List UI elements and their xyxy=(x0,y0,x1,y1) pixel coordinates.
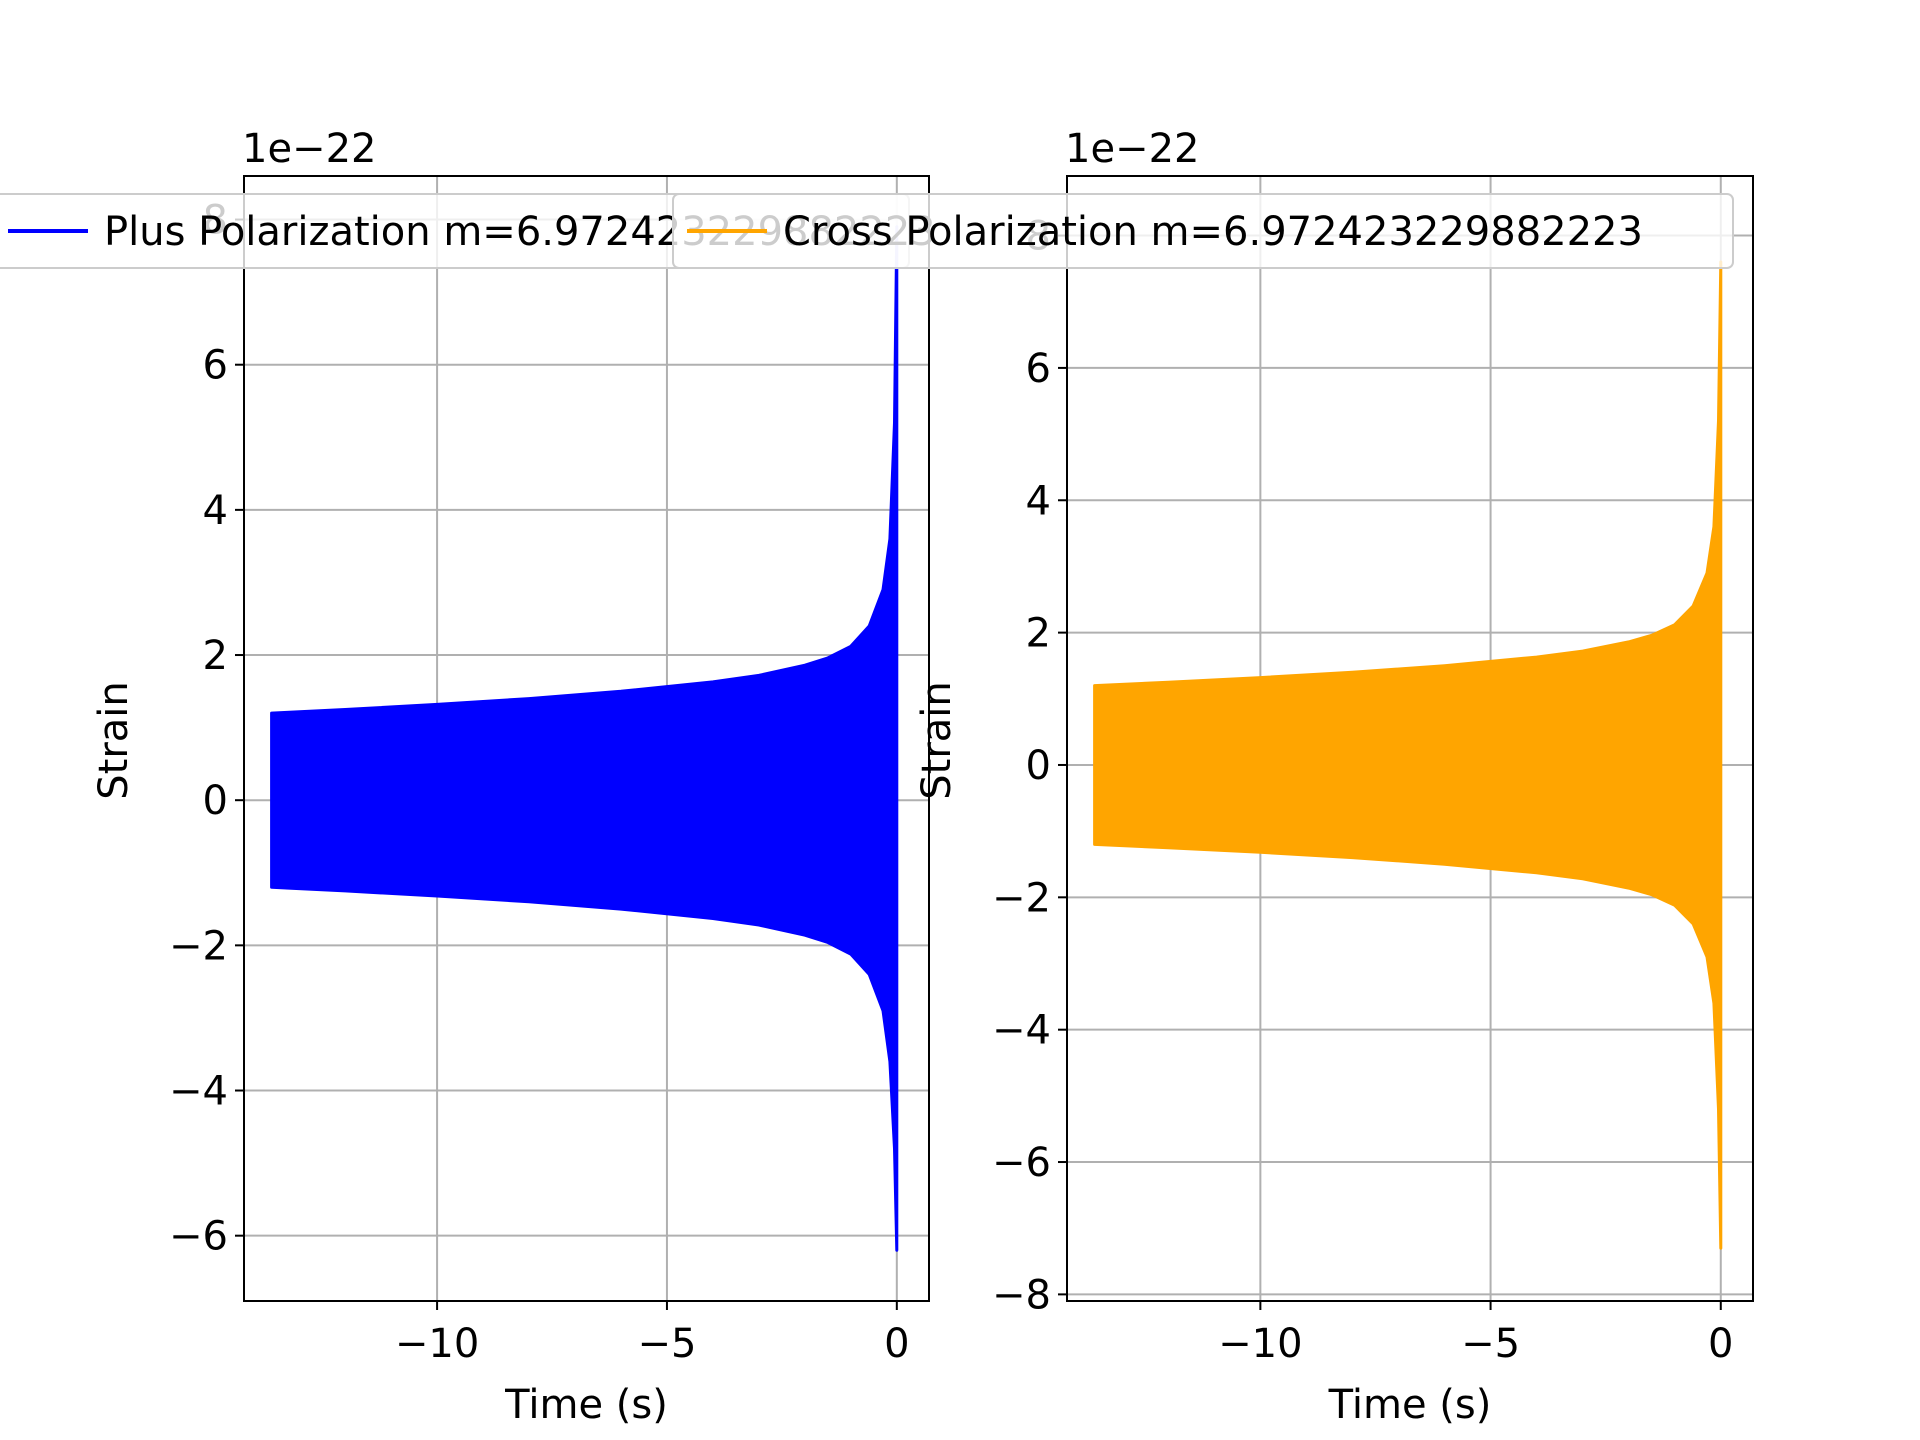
y-tick-label: 4 xyxy=(203,488,228,534)
y-tick-label: 6 xyxy=(203,343,228,389)
x-axis-ticks: −10 −5 0 xyxy=(1218,1301,1733,1367)
axes-frame xyxy=(1066,175,1754,1302)
y-tick-label: −4 xyxy=(169,1069,228,1115)
y-tick-label: 0 xyxy=(1026,743,1051,789)
x-tick-label: −5 xyxy=(1461,1321,1520,1367)
x-axis-ticks: −10 −5 0 xyxy=(395,1301,910,1367)
waveform-series xyxy=(1093,260,1723,1250)
y-tick-label: −8 xyxy=(992,1272,1051,1318)
legend-label: Cross Polarization m=6.972423229882223 xyxy=(783,209,1643,255)
cross-polarization-axes: −10−50 −8−6−4−202468 Time (s) Strain 1e−… xyxy=(672,126,1754,1428)
x-tick-label: −5 xyxy=(637,1321,696,1367)
x-tick-label: 0 xyxy=(1708,1321,1733,1367)
plot-area xyxy=(270,225,899,1252)
y-tick-label: −6 xyxy=(992,1140,1051,1186)
y-axis-label: Strain xyxy=(91,681,137,800)
y-tick-label: 0 xyxy=(203,778,228,824)
legend-box xyxy=(672,193,1734,269)
y-offset-text: 1e−22 xyxy=(1065,126,1199,172)
y-axis-label: Strain xyxy=(914,681,960,800)
x-tick-label: 0 xyxy=(884,1321,909,1367)
plot-area xyxy=(1093,260,1723,1250)
x-tick-label: −10 xyxy=(1218,1321,1302,1367)
y-tick-label: −2 xyxy=(992,875,1051,921)
x-tick-label: −10 xyxy=(395,1321,479,1367)
y-tick-label: 2 xyxy=(203,633,228,679)
x-axis-label: Time (s) xyxy=(1328,1382,1492,1428)
y-tick-label: −2 xyxy=(169,923,228,969)
y-tick-label: 4 xyxy=(1026,478,1051,524)
y-tick-label: −6 xyxy=(169,1214,228,1260)
y-tick-label: −4 xyxy=(992,1008,1051,1054)
axes-frame xyxy=(243,175,930,1302)
y-tick-label: 6 xyxy=(1026,346,1051,392)
x-axis-label: Time (s) xyxy=(504,1382,668,1428)
waveform-series xyxy=(270,225,899,1252)
y-offset-text: 1e−22 xyxy=(242,126,376,172)
y-tick-label: 2 xyxy=(1026,611,1051,657)
legend: Cross Polarization m=6.972423229882223 xyxy=(672,193,1734,269)
